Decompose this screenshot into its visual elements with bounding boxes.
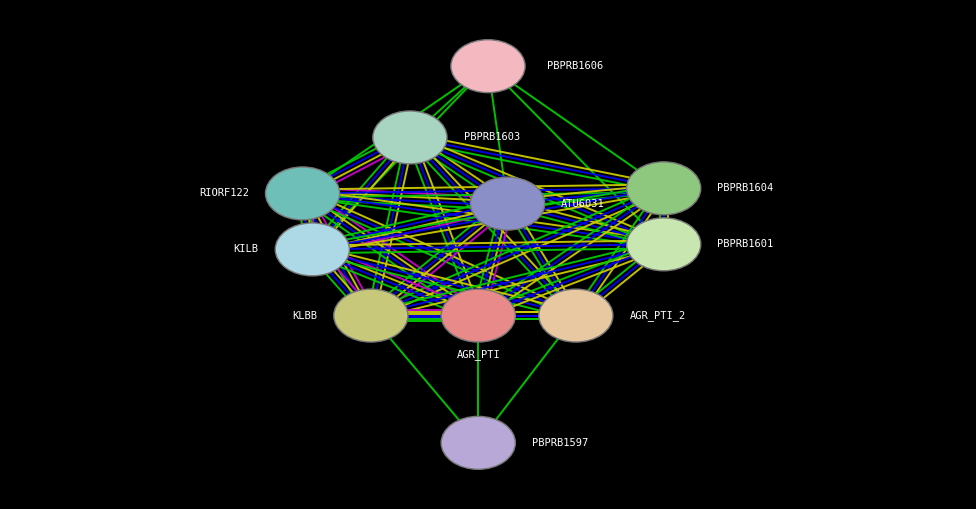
Ellipse shape	[451, 40, 525, 93]
Ellipse shape	[470, 177, 545, 230]
Ellipse shape	[275, 223, 349, 276]
Text: KILB: KILB	[233, 244, 259, 254]
Text: PBPRB1601: PBPRB1601	[717, 239, 774, 249]
Ellipse shape	[334, 289, 408, 342]
Ellipse shape	[441, 289, 515, 342]
Ellipse shape	[373, 111, 447, 164]
Text: AGR_PTI: AGR_PTI	[457, 349, 500, 359]
Ellipse shape	[441, 416, 515, 469]
Text: AGR_PTI_2: AGR_PTI_2	[630, 310, 686, 321]
Ellipse shape	[539, 289, 613, 342]
Text: RIORF122: RIORF122	[199, 188, 249, 199]
Text: PBPRB1604: PBPRB1604	[717, 183, 774, 193]
Ellipse shape	[627, 162, 701, 215]
Text: PBPRB1603: PBPRB1603	[464, 132, 520, 143]
Text: ATU6031: ATU6031	[561, 199, 605, 209]
Text: PBPRB1606: PBPRB1606	[547, 61, 603, 71]
Ellipse shape	[265, 167, 340, 220]
Text: KLBB: KLBB	[292, 310, 317, 321]
Text: PBPRB1597: PBPRB1597	[532, 438, 589, 448]
Ellipse shape	[627, 218, 701, 271]
